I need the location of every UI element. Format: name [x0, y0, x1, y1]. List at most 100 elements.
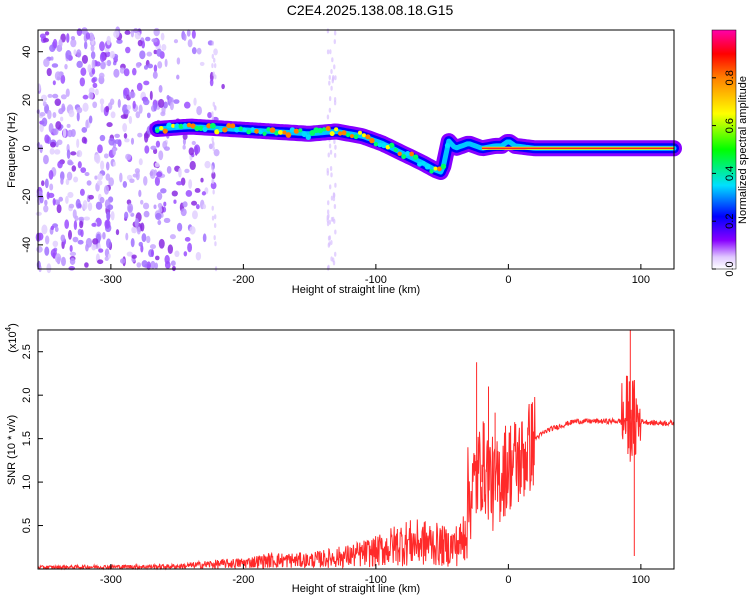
x-tick-label: -200 [232, 574, 254, 586]
noise-blob [68, 203, 75, 209]
noise-blob [69, 251, 77, 256]
noise-streak [211, 205, 214, 211]
noise-streak [326, 49, 330, 55]
ridge-speckle [282, 130, 287, 135]
noise-blob [36, 260, 41, 269]
noise-blob [87, 202, 93, 212]
spectrogram-ridge [149, 118, 682, 180]
ridge-speckle [285, 132, 292, 138]
noise-blob [107, 102, 113, 111]
noise-streak [212, 189, 215, 195]
ridge-speckle [421, 160, 426, 166]
ridge-speckle [349, 134, 355, 139]
noise-blob [67, 129, 73, 138]
noise-blob [188, 147, 195, 156]
noise-blob [64, 63, 68, 70]
ridge-speckle [238, 126, 244, 132]
noise-blob [184, 237, 191, 242]
noise-blob [196, 47, 202, 55]
noise-blob [105, 105, 110, 113]
y-tick-label: 2.0 [21, 388, 33, 403]
noise-blob [173, 199, 177, 204]
noise-blob [60, 177, 64, 185]
noise-blob [166, 95, 170, 100]
ridge-speckle [155, 128, 160, 133]
noise-streak [333, 64, 336, 70]
noise-blob [99, 134, 106, 142]
noise-blob [54, 98, 62, 106]
noise-blob [66, 149, 71, 160]
noise-blob [191, 140, 196, 146]
noise-blob [209, 78, 214, 87]
noise-blob [164, 254, 170, 265]
noise-blob [196, 105, 202, 116]
noise-blob [43, 205, 49, 213]
noise-blob [143, 65, 149, 70]
noise-blob [169, 234, 176, 240]
noise-blob [66, 171, 73, 181]
noise-blob [146, 51, 153, 57]
noise-blob [48, 122, 54, 133]
noise-blob [57, 160, 63, 169]
noise-blob [173, 39, 179, 44]
noise-blob [91, 59, 96, 70]
noise-streak [327, 200, 330, 206]
noise-streak [330, 239, 333, 245]
noise-blob [43, 58, 50, 68]
noise-blob [124, 211, 129, 220]
noise-blob [149, 90, 153, 101]
noise-streak [213, 57, 216, 63]
ridge-speckle [317, 127, 324, 134]
noise-blob [137, 132, 143, 138]
spectrogram-frame [37, 29, 675, 270]
noise-blob [98, 72, 105, 79]
noise-blob [176, 222, 183, 232]
noise-blob [52, 93, 59, 99]
noise-blob [153, 102, 157, 112]
noise-blob [75, 198, 81, 209]
noise-blob [133, 28, 139, 34]
noise-blob [129, 178, 135, 184]
noise-blob [54, 149, 61, 155]
y-tick-label: 1.0 [21, 474, 33, 489]
noise-blob [80, 167, 87, 173]
spectrogram-y-ticks: -40 -20 0 20 40 [21, 46, 43, 253]
noise-blob [92, 82, 98, 89]
ridge-speckle [401, 154, 407, 160]
noise-blob [97, 144, 103, 154]
noise-streak [211, 111, 214, 117]
noise-streak [211, 115, 215, 121]
noise-blob [91, 77, 96, 84]
noise-blob [64, 219, 70, 230]
ridge-speckle [397, 151, 402, 156]
noise-blob [47, 192, 55, 198]
noise-blob [81, 54, 89, 64]
noise-blob [41, 180, 45, 187]
noise-blob [187, 39, 193, 48]
noise-streak [333, 96, 337, 102]
noise-blob [76, 49, 82, 58]
colorbar-gradient [711, 29, 737, 270]
noise-blob [88, 194, 94, 200]
noise-blob [150, 260, 156, 269]
figure-title: C2E4.2025.138.08.18.G15 [287, 2, 454, 18]
noise-streak [333, 152, 337, 158]
noise-blob [65, 178, 70, 186]
noise-streak [329, 49, 332, 55]
noise-blob [169, 101, 174, 111]
snr-series-line [37, 330, 675, 571]
noise-blob [174, 250, 180, 258]
noise-blob [143, 80, 150, 86]
ridge-speckle [254, 128, 260, 134]
noise-blob [60, 74, 66, 84]
ridge-speckle [246, 129, 252, 135]
noise-blob [69, 257, 76, 265]
ridge-speckle [266, 127, 271, 132]
noise-blob [120, 114, 127, 119]
noise-blob [221, 83, 225, 90]
noise-blob [84, 262, 89, 268]
noise-blob [120, 258, 126, 264]
y-tick-label: 0.5 [21, 518, 33, 533]
